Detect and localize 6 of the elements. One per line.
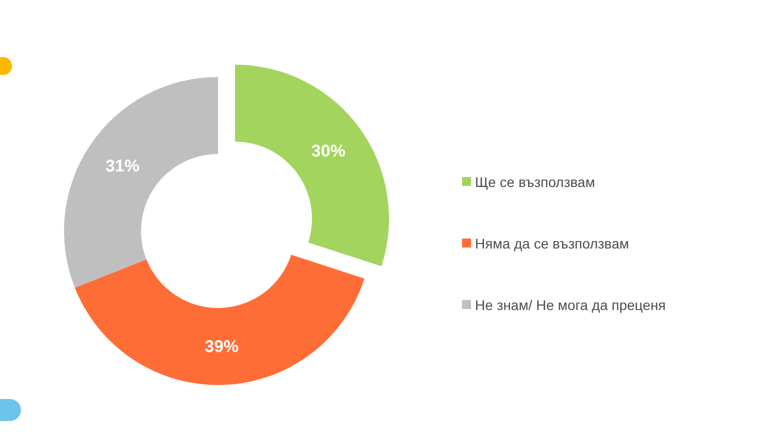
- data-label: 30%: [311, 141, 346, 160]
- legend-label: Не знам/ Не мога да преценя: [475, 297, 666, 313]
- data-label: 31%: [105, 156, 140, 176]
- data-label: 39%: [204, 336, 239, 356]
- legend-label: Няма да се възползвам: [475, 236, 629, 252]
- legend-label: Ще се възползвам: [475, 174, 595, 190]
